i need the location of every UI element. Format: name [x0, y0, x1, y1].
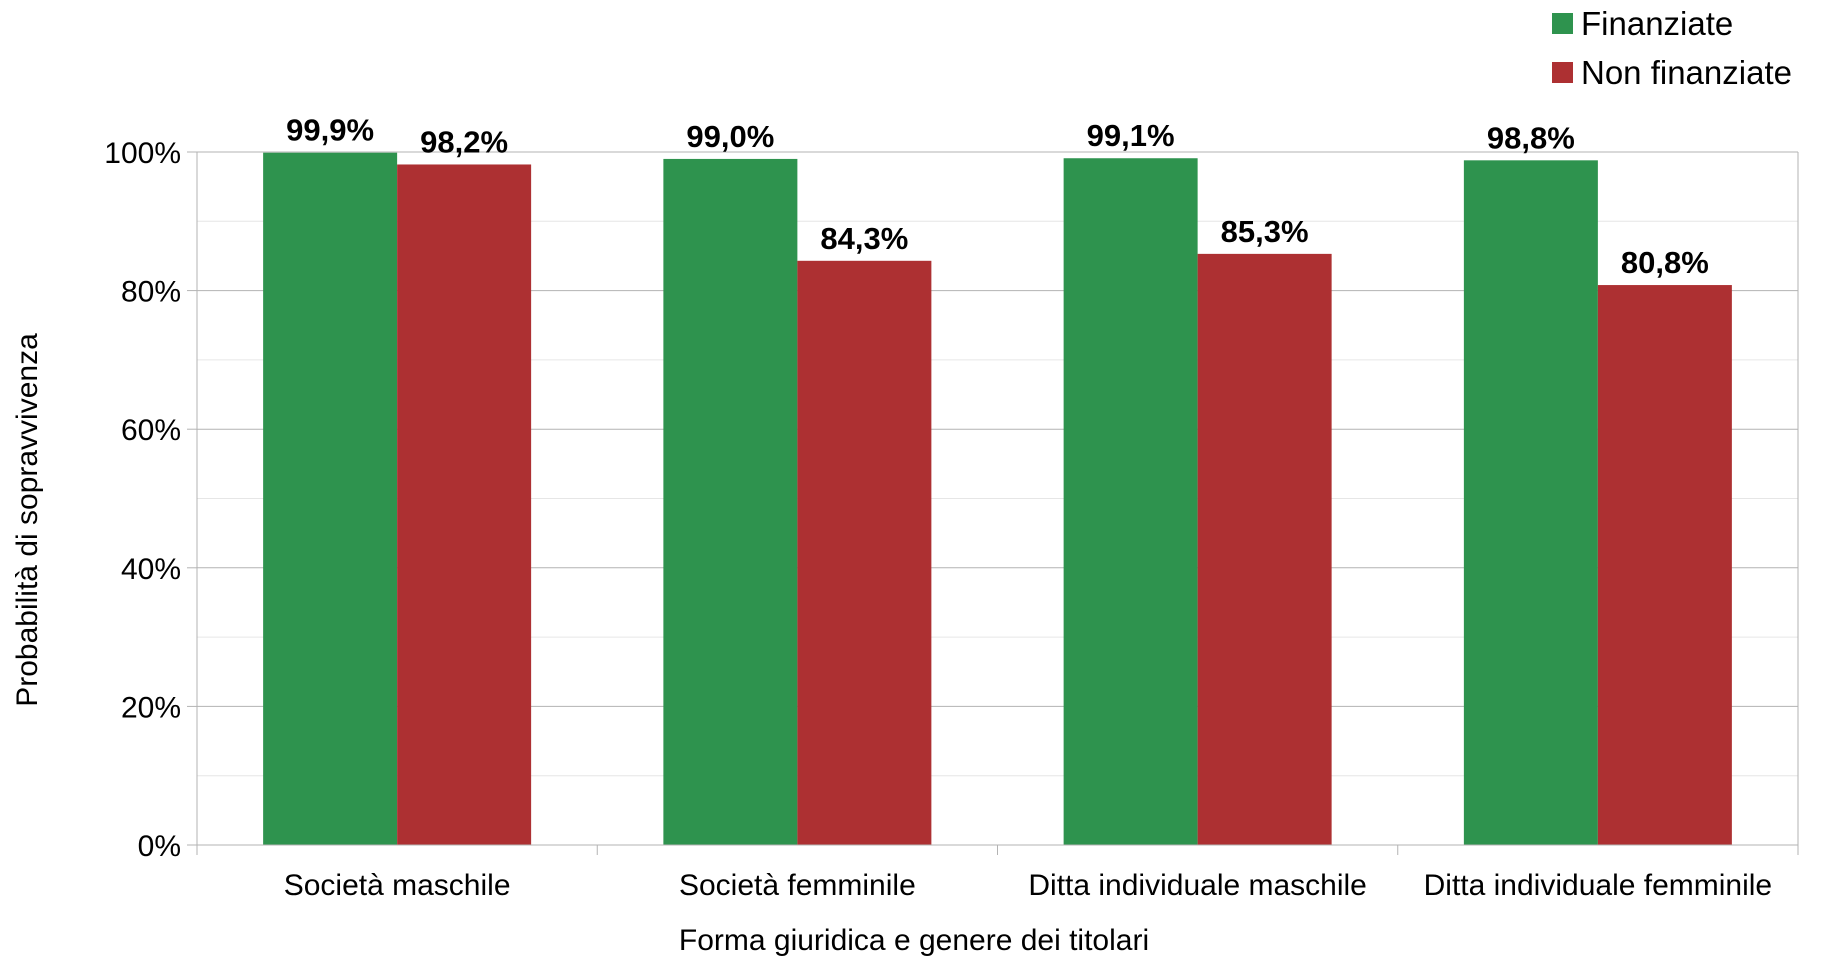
bar-finanziate — [1063, 158, 1198, 845]
data-labels: 99,9% 98,2% 99,0% 84,3% 99,1% 85,3% 98,8% 80,8% — [286, 113, 1709, 280]
x-tick-label: Ditta individuale maschile — [1028, 869, 1367, 902]
data-label: 98,8% — [1487, 120, 1575, 155]
bar-non-finanziate — [797, 260, 932, 845]
data-label: 99,1% — [1087, 118, 1175, 153]
axes: 0% 20% 40% 60% 80% 100% Società maschile Societ… — [104, 137, 1799, 902]
data-label: 80,8% — [1621, 245, 1709, 280]
legend-label-non-finanziate: Non finanziate — [1581, 54, 1792, 91]
y-tick-label: 0% — [138, 830, 181, 863]
bars — [263, 152, 1732, 846]
legend-swatch-non-finanziate — [1552, 62, 1573, 83]
x-tick-label: Ditta individuale femminile — [1424, 869, 1773, 902]
x-axis-title: Forma giuridica e genere dei titolari — [679, 924, 1149, 957]
data-label: 98,2% — [420, 124, 508, 159]
y-tick-label: 20% — [121, 691, 181, 724]
bar-finanziate — [263, 152, 398, 845]
y-tick-label: 60% — [121, 414, 181, 447]
y-axis-title: Probabilità di sopravvivenza — [11, 333, 44, 707]
data-label: 99,0% — [686, 119, 774, 154]
bar-non-finanziate — [1197, 253, 1332, 846]
bar-finanziate — [1463, 160, 1598, 846]
bar-non-finanziate — [397, 164, 532, 845]
bar-non-finanziate — [1597, 285, 1732, 845]
bar-finanziate — [663, 158, 798, 845]
y-tick-label: 100% — [104, 137, 181, 170]
legend-label-finanziate: Finanziate — [1581, 5, 1733, 42]
y-tick-label: 80% — [121, 276, 181, 309]
data-label: 85,3% — [1221, 214, 1309, 249]
y-tick-label: 40% — [121, 553, 181, 586]
x-tick-label: Società femminile — [679, 869, 916, 902]
legend-swatch-finanziate — [1552, 13, 1573, 34]
data-label: 99,9% — [286, 113, 374, 148]
x-tick-label: Società maschile — [284, 869, 511, 902]
legend: Finanziate Non finanziate — [1552, 5, 1792, 91]
data-label: 84,3% — [820, 221, 908, 256]
